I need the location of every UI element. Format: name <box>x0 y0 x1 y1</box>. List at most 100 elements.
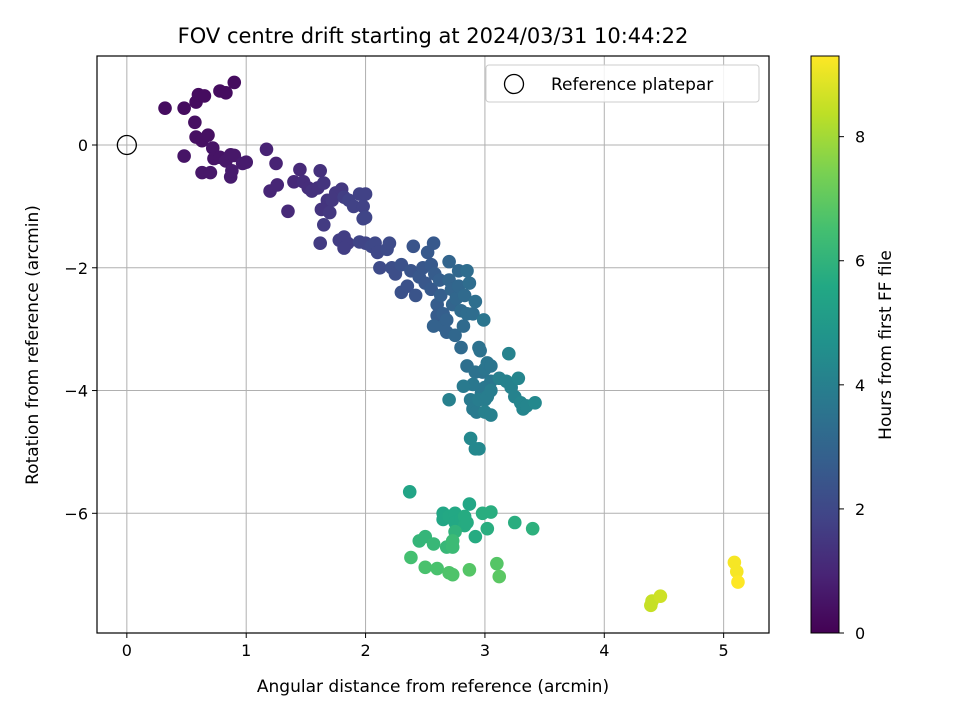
data-point <box>197 89 212 103</box>
x-axis-ticks: 0 1 2 3 4 5 <box>122 633 729 660</box>
data-point <box>448 328 462 343</box>
data-point <box>460 264 474 278</box>
data-point <box>466 307 480 321</box>
data-point <box>492 569 507 584</box>
colorbar-tick-label: 2 <box>855 500 865 519</box>
data-point <box>373 260 387 275</box>
data-point <box>426 236 441 251</box>
data-point <box>426 319 441 333</box>
data-point <box>442 254 456 269</box>
colorbar-tick-label: 4 <box>855 376 865 395</box>
colorbar-tick-label: 6 <box>855 252 865 271</box>
data-point <box>316 218 331 232</box>
data-point <box>188 115 202 130</box>
data-point <box>460 515 474 530</box>
reference-platepar-marker <box>116 134 137 156</box>
data-point <box>408 288 423 303</box>
data-point <box>432 273 447 287</box>
legend-marker <box>503 73 525 95</box>
chart-title: FOV centre drift starting at 2024/03/31 … <box>178 24 689 48</box>
data-point <box>316 176 331 190</box>
data-point <box>433 288 448 303</box>
data-point <box>313 236 328 251</box>
legend-label: Reference platepar <box>551 75 713 95</box>
data-point <box>426 537 441 551</box>
data-point <box>484 383 498 398</box>
data-point <box>462 276 477 290</box>
data-point <box>313 163 328 178</box>
data-point <box>337 241 351 255</box>
data-point <box>463 431 478 446</box>
data-point <box>293 162 307 177</box>
data-point <box>442 392 456 407</box>
data-point <box>445 567 460 582</box>
data-point <box>480 521 495 536</box>
x-axis-label: Angular distance from reference (arcmin) <box>257 677 609 697</box>
data-point <box>468 529 483 544</box>
x-tick-label: 3 <box>480 641 490 660</box>
data-point <box>219 86 233 100</box>
data-point <box>201 128 215 142</box>
data-point <box>358 187 373 201</box>
x-tick-label: 1 <box>241 641 251 660</box>
data-point <box>205 141 220 155</box>
data-point <box>462 497 477 511</box>
data-point <box>227 75 242 90</box>
data-point <box>225 163 239 178</box>
data-point <box>731 575 745 589</box>
data-point <box>404 550 418 565</box>
colorbar-tick-label: 0 <box>855 624 865 643</box>
x-tick-label: 0 <box>122 641 132 660</box>
data-point <box>468 294 483 309</box>
data-point <box>177 149 191 163</box>
y-axis-ticks: 0 −2 −4 −6 <box>64 136 97 523</box>
data-point <box>322 205 337 220</box>
data-point <box>445 534 460 548</box>
y-tick-label: −6 <box>64 504 88 523</box>
data-point <box>484 408 498 422</box>
legend: Reference platepar <box>485 64 760 103</box>
data-point <box>203 165 218 180</box>
data-point <box>430 561 444 576</box>
data-point <box>158 101 172 115</box>
data-point <box>653 589 668 603</box>
data-point <box>454 340 468 355</box>
data-point <box>402 485 417 499</box>
data-point <box>239 155 254 169</box>
colorbar-ticks: 0 2 4 6 8 <box>839 128 865 643</box>
data-point <box>528 396 542 410</box>
data-point <box>473 343 487 358</box>
y-tick-label: 0 <box>78 136 88 155</box>
x-tick-label: 4 <box>599 641 609 660</box>
data-point <box>484 359 498 373</box>
data-point <box>456 319 471 333</box>
data-point <box>490 556 504 571</box>
data-point <box>729 564 744 579</box>
y-axis-label: Rotation from reference (arcmin) <box>23 205 43 485</box>
colorbar-tick-label: 8 <box>855 128 865 147</box>
data-point <box>346 199 361 214</box>
y-tick-label: −2 <box>64 259 88 278</box>
data-point <box>456 379 471 394</box>
data-point <box>356 199 370 214</box>
data-point <box>418 560 433 575</box>
data-point <box>476 313 491 327</box>
data-point <box>281 204 295 219</box>
data-point <box>358 210 373 225</box>
data-point <box>511 371 526 386</box>
data-point <box>472 442 486 456</box>
data-point <box>501 346 516 361</box>
data-point <box>259 142 274 157</box>
data-point <box>269 156 283 171</box>
data-point <box>439 313 454 327</box>
x-tick-label: 5 <box>719 641 729 660</box>
data-point <box>400 279 415 293</box>
colorbar <box>810 55 840 634</box>
legend-box <box>485 64 760 103</box>
data-point <box>177 101 191 115</box>
data-point <box>525 521 540 536</box>
data-point <box>382 236 397 251</box>
y-tick-label: −4 <box>64 382 88 401</box>
data-point <box>462 562 477 577</box>
